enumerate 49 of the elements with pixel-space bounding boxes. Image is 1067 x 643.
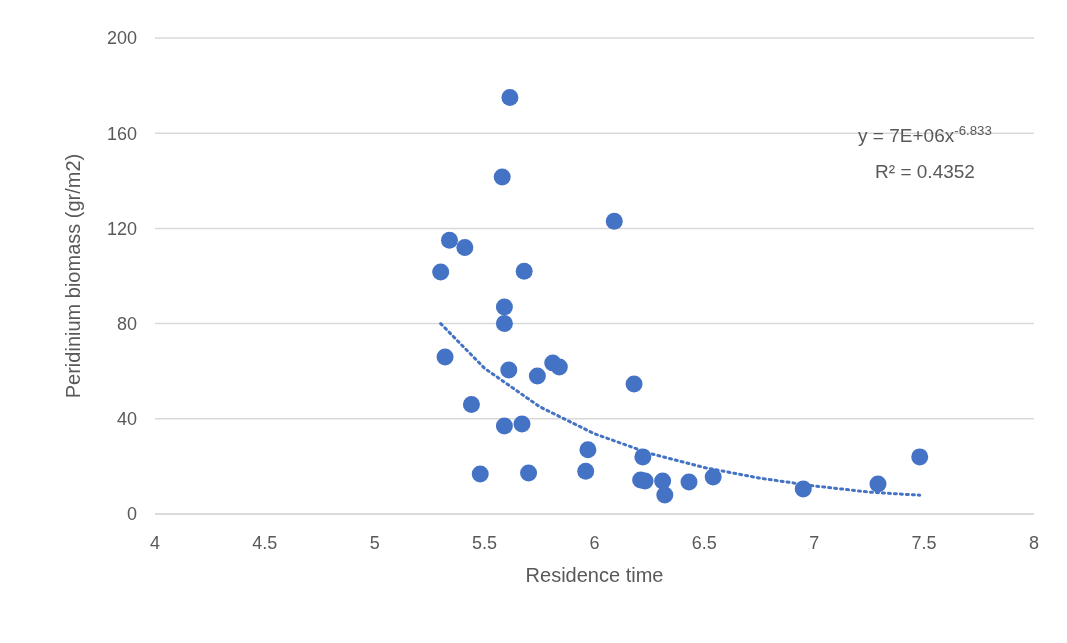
point	[520, 464, 538, 482]
point	[436, 348, 454, 366]
point	[515, 262, 533, 280]
point	[625, 375, 643, 393]
point	[704, 468, 722, 486]
point	[495, 315, 513, 333]
point	[579, 441, 597, 459]
point	[471, 465, 489, 483]
point	[513, 415, 531, 433]
point	[869, 475, 887, 493]
x-tick-label: 7.5	[911, 533, 937, 553]
point	[550, 358, 568, 376]
x-tick-label: 7	[809, 533, 820, 553]
point	[656, 486, 674, 504]
y-tick-label: 0	[126, 504, 137, 525]
y-tick-label: 40	[116, 409, 137, 430]
x-tick-label: 4.5	[252, 533, 278, 553]
x-tick-label: 8	[1028, 533, 1040, 553]
line-series	[439, 322, 922, 497]
y-tick-label: 200	[106, 28, 137, 49]
x-axis-title: Residence time	[525, 564, 664, 586]
point	[680, 473, 698, 491]
point	[462, 396, 480, 414]
point	[440, 231, 458, 249]
x-tick-label: 4	[149, 533, 161, 553]
point	[456, 238, 474, 256]
x-tick-label: 6	[589, 533, 600, 553]
x-tick-label: 6.5	[691, 533, 717, 553]
point	[605, 212, 623, 230]
y-tick-label: 160	[106, 123, 137, 144]
point	[577, 462, 595, 480]
annotation: y = 7E+06x$^{-6.833}$	[858, 122, 992, 146]
point	[794, 480, 812, 498]
x-tick-label: 5	[369, 533, 380, 553]
x-tick-label: 5.5	[472, 533, 498, 553]
point	[495, 417, 513, 435]
y-tick-label: 120	[106, 218, 137, 239]
point	[501, 89, 519, 106]
point	[528, 367, 546, 385]
point	[654, 472, 672, 490]
point	[493, 168, 511, 186]
y-axis-title: Peridinium biomass (gr/m2)	[62, 153, 84, 399]
point	[634, 448, 652, 466]
point	[911, 448, 929, 466]
point	[500, 361, 518, 379]
y-tick-label: 80	[116, 313, 137, 334]
annotation: R² = 0.4352	[875, 161, 975, 182]
point	[495, 298, 513, 316]
point	[432, 263, 450, 281]
